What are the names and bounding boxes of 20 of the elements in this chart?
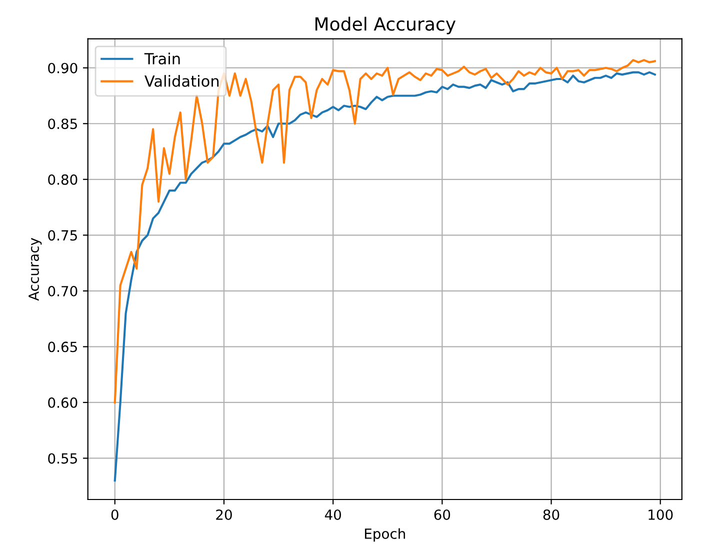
y-tick-label: 0.90	[48, 62, 78, 74]
x-tick-label: 0	[111, 509, 118, 520]
y-tick-label: 0.70	[48, 286, 78, 296]
y-tick-label: 0.65	[48, 342, 77, 352]
y-tick-label: 0.75	[48, 230, 77, 241]
x-axis-title: Epoch	[364, 528, 405, 542]
y-axis-title: Accuracy	[28, 238, 42, 301]
x-tick-label: 60	[434, 509, 450, 520]
legend-label: Train	[144, 52, 180, 64]
x-tick-label: 100	[648, 509, 673, 520]
chart-title: Model Accuracy	[315, 16, 456, 34]
legend-label: Validation	[144, 75, 219, 87]
y-tick-label: 0.80	[48, 174, 78, 185]
x-tick-label: 80	[543, 509, 560, 520]
line-series	[114, 71, 656, 482]
y-tick-label: 0.55	[48, 453, 77, 464]
y-tick-label: 0.85	[48, 118, 77, 130]
x-tick-label: 20	[216, 509, 232, 520]
x-tick-label: 40	[324, 509, 341, 520]
y-tick-label: 0.60	[48, 397, 78, 408]
